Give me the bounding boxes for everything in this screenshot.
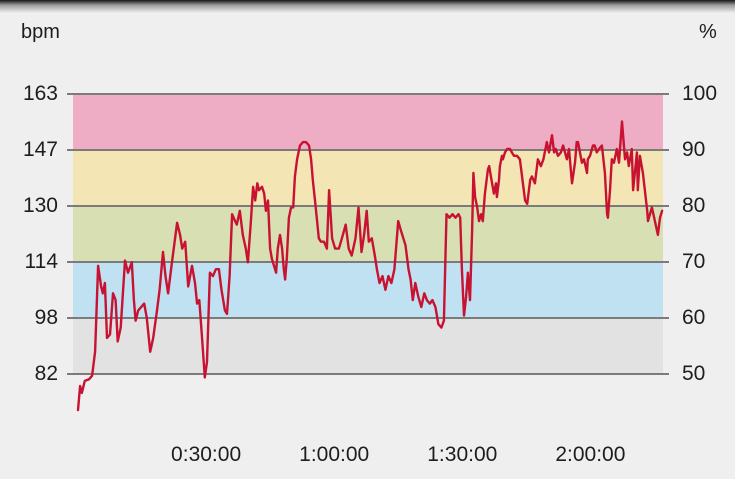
time-axis-tick-1:00:00: 1:00:00 (299, 443, 370, 466)
right-axis-tick-90: 90 (682, 138, 706, 161)
right-axis-unit-label: % (699, 21, 717, 43)
zone-band-90-100 (73, 94, 663, 150)
left-axis-tick-98: 98 (34, 306, 58, 329)
right-axis-tick-60: 60 (682, 306, 706, 329)
left-axis-tick-114: 114 (24, 250, 58, 273)
right-axis-tick-80: 80 (682, 194, 706, 217)
right-axis-tick-50: 50 (682, 362, 706, 385)
left-axis-tick-82: 82 (34, 362, 58, 385)
zone-band-50-60 (73, 318, 663, 374)
right-axis-tick-100: 100 (682, 82, 718, 105)
left-axis-unit-label: bpm (21, 21, 60, 43)
left-axis-tick-163: 163 (22, 82, 58, 105)
right-axis-tick-70: 70 (682, 250, 706, 273)
time-axis-tick-0:30:00: 0:30:00 (171, 443, 242, 466)
time-axis-tick-1:30:00: 1:30:00 (427, 443, 498, 466)
left-axis-tick-147: 147 (22, 138, 58, 161)
zone-band-80-90 (73, 150, 663, 206)
left-axis-tick-130: 130 (22, 194, 58, 217)
heart-rate-line (76, 120, 664, 412)
time-axis-tick-2:00:00: 2:00:00 (555, 443, 626, 466)
